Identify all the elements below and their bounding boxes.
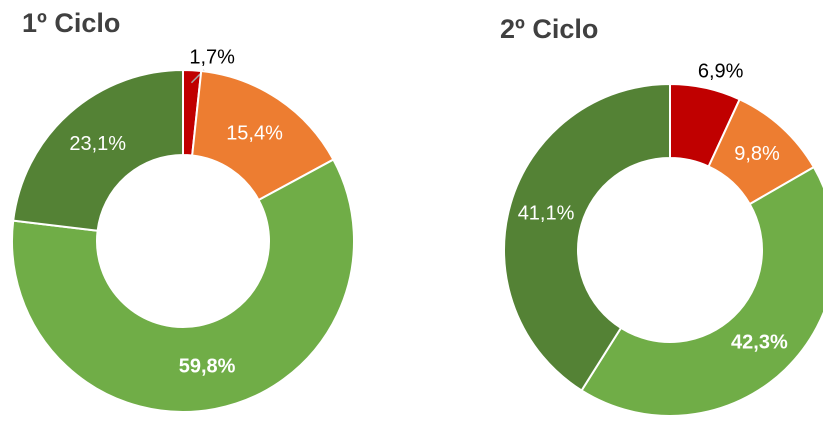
data-label: 42,3% [731,331,788,353]
data-label: 23,1% [69,133,126,155]
data-label: 41,1% [518,203,575,225]
data-label: 1,7% [189,46,235,68]
data-label: 59,8% [179,356,236,378]
chart-title: 2º Ciclo [500,14,598,44]
donut-slice [503,82,671,392]
data-label: 9,8% [734,143,780,165]
donut-slice [11,158,355,413]
data-label: 6,9% [698,60,744,82]
chart-title: 1º Ciclo [22,8,120,38]
donut-slice [580,165,823,417]
donut-slice [12,68,184,232]
donut-slice [191,69,335,202]
data-label: 15,4% [226,123,283,145]
